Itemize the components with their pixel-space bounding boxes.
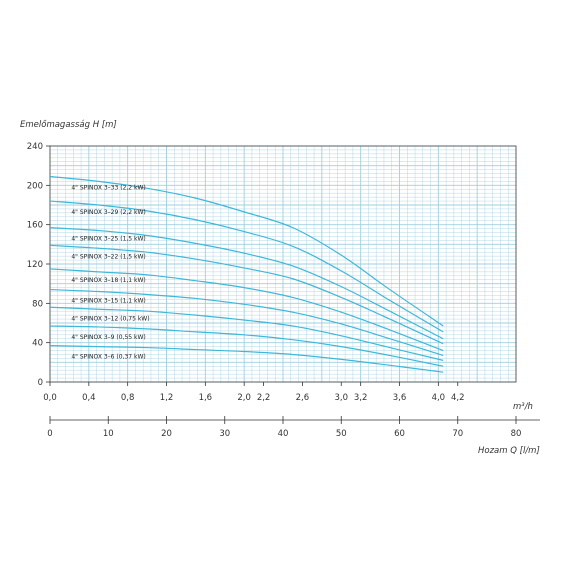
y-tick-label: 80 — [32, 299, 43, 309]
x-tick-label: 0,0 — [43, 393, 57, 403]
series-group — [49, 175, 444, 373]
x-tick-label: 3,6 — [393, 393, 407, 403]
x2-tick-label: 70 — [452, 429, 463, 439]
series-curve — [49, 325, 444, 367]
x-tick-label: 4,0 — [432, 393, 446, 403]
series-curve — [49, 175, 444, 327]
series-label: 4" SPINOX 3–22 (1,5 kW) — [71, 253, 145, 260]
series-curve — [49, 268, 444, 352]
x2-tick-label: 50 — [336, 429, 347, 439]
x2-tick-label: 0 — [47, 429, 52, 439]
series-label: 4" SPINOX 3–25 (1,5 kW) — [71, 236, 145, 243]
x2-tick-label: 10 — [103, 429, 114, 439]
series-label: 4" SPINOX 3–33 (2,2 kW) — [71, 184, 145, 191]
series-label: 4" SPINOX 3–15 (1,1 kW) — [71, 298, 145, 305]
series-curve — [49, 227, 444, 340]
x2-tick-label: 80 — [511, 429, 522, 439]
x-tick-label: 1,2 — [160, 393, 174, 403]
x-tick-label: 3,0 — [334, 393, 348, 403]
x-tick-label: 2,0 — [237, 393, 251, 403]
x2-axis-label: Hozam Q [l/m] — [478, 446, 540, 456]
y-tick-label: 0 — [38, 378, 43, 388]
series-curve — [49, 306, 444, 361]
x2-tick-label: 30 — [219, 429, 230, 439]
series-label: 4" SPINOX 3–6 (0,37 kW) — [71, 354, 145, 361]
x-tick-label: 0,8 — [121, 393, 135, 403]
y-tick-label: 240 — [27, 142, 43, 152]
series-label: 4" SPINOX 3–12 (0,75 kW) — [71, 315, 149, 322]
y-tick-label: 160 — [27, 221, 43, 231]
x2-tick-label: 40 — [278, 429, 289, 439]
y-tick-label: 40 — [32, 339, 43, 349]
x-tick-label: 0,4 — [82, 393, 96, 403]
series-curve — [49, 345, 444, 373]
y-tick-label: 200 — [27, 181, 43, 191]
series-curve — [49, 200, 444, 333]
x-tick-label: 2,2 — [257, 393, 271, 403]
series-label: 4" SPINOX 3–18 (1,1 kW) — [71, 277, 145, 284]
x-axis-unit-label: m³/h — [513, 402, 533, 412]
series-curve — [49, 288, 444, 357]
x-tick-label: 3,2 — [354, 393, 368, 403]
y-axis-label: Emelőmagasság H [m] — [20, 120, 117, 130]
x-tick-label: 1,6 — [199, 393, 213, 403]
x-tick-label: 4,2 — [451, 393, 465, 403]
series-label: 4" SPINOX 3–29 (2,2 kW) — [71, 209, 145, 216]
series-label: 4" SPINOX 3–9 (0,55 kW) — [71, 334, 145, 341]
y-tick-label: 120 — [27, 260, 43, 270]
x2-tick-label: 60 — [394, 429, 405, 439]
series-labels: 4" SPINOX 3–33 (2,2 kW) 4" SPINOX 3–29 (2… — [71, 184, 149, 360]
series-curve — [49, 244, 444, 345]
x-tick-label: 2,6 — [296, 393, 310, 403]
x2-tick-label: 20 — [161, 429, 172, 439]
